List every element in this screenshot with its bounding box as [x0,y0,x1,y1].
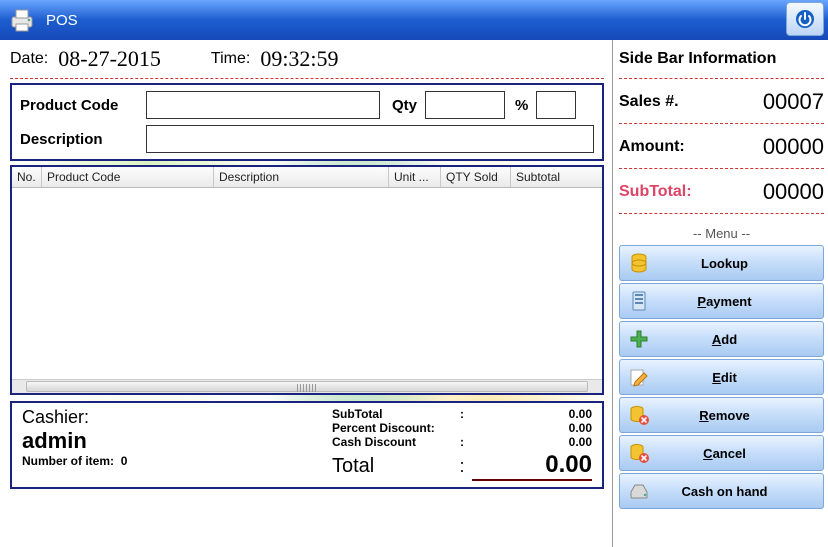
cash-discount-value: 0.00 [472,435,592,449]
server-icon [626,290,652,312]
database-icon [626,252,652,274]
qty-label: Qty [392,97,417,114]
cashier-label: Cashier: [22,407,332,428]
menu-heading: -- Menu -- [619,226,824,241]
add-label: Add [652,332,823,347]
printer-icon [8,7,36,33]
product-entry-box: Product Code Qty % Description [10,83,604,161]
grid-hscrollbar[interactable] [12,379,602,393]
power-button[interactable] [786,2,824,36]
total-label: Total [332,455,452,478]
edit-label: Edit [652,370,823,385]
amount-label: Amount: [619,138,685,156]
db-delete-icon [626,404,652,426]
window-title: POS [46,12,78,29]
titlebar: POS [0,0,828,40]
payment-button[interactable]: Payment [619,283,824,319]
remove-button[interactable]: Remove [619,397,824,433]
lookup-label: Lookup [652,256,823,271]
percent-label: % [515,97,528,114]
datetime-row: Date: 08-27-2015 Time: 09:32:59 [10,46,604,72]
cashier-name: admin [22,428,332,454]
description-input[interactable] [146,125,594,153]
num-items-label: Number of item: [22,454,114,468]
lookup-button[interactable]: Lookup [619,245,824,281]
col-unit[interactable]: Unit ... [389,167,441,187]
num-items-value: 0 [121,454,128,468]
sidebar: Side Bar Information Sales #. 00007 Amou… [612,40,828,547]
plus-icon [626,329,652,349]
salesno-label: Sales #. [619,93,679,111]
grid-header: No. Product Code Description Unit ... QT… [12,167,602,188]
sb-subtotal-label: SubTotal: [619,183,692,201]
subtotal-value: 0.00 [472,407,592,421]
payment-label: Payment [652,294,823,309]
main-area: Date: 08-27-2015 Time: 09:32:59 Product … [0,40,612,547]
grid-body[interactable] [12,188,602,379]
add-button[interactable]: Add [619,321,824,357]
product-code-label: Product Code [20,97,138,114]
cancel-label: Cancel [652,446,823,461]
qty-input[interactable] [425,91,505,119]
date-value: 08-27-2015 [58,46,161,72]
drive-icon [626,482,652,500]
divider [10,78,604,79]
time-value: 09:32:59 [260,46,338,72]
edit-icon [626,367,652,387]
edit-button[interactable]: Edit [619,359,824,395]
amount-value: 00000 [763,134,824,160]
percent-discount-label: Percent Discount: [332,421,452,435]
col-qty-sold[interactable]: QTY Sold [441,167,511,187]
percent-input[interactable] [536,91,576,119]
col-product-code[interactable]: Product Code [42,167,214,187]
date-label: Date: [10,50,48,68]
cash-label: Cash on hand [652,484,823,499]
col-subtotal[interactable]: Subtotal [511,167,602,187]
remove-label: Remove [652,408,823,423]
time-label: Time: [211,50,250,68]
salesno-value: 00007 [763,89,824,115]
cancel-button[interactable]: Cancel [619,435,824,471]
num-items: Number of item: 0 [22,454,332,468]
cash-on-hand-button[interactable]: Cash on hand [619,473,824,509]
summary-box: Cashier: admin Number of item: 0 SubTota… [10,401,604,489]
db-cancel-icon [626,442,652,464]
total-value: 0.00 [472,451,592,481]
percent-discount-value: 0.00 [472,421,592,435]
subtotal-label: SubTotal [332,407,452,421]
description-label: Description [20,131,138,148]
product-code-input[interactable] [146,91,380,119]
cash-discount-label: Cash Discount [332,435,452,449]
col-no[interactable]: No. [12,167,42,187]
sb-subtotal-value: 00000 [763,179,824,205]
sidebar-title: Side Bar Information [619,50,824,68]
col-description[interactable]: Description [214,167,389,187]
items-grid: No. Product Code Description Unit ... QT… [10,165,604,395]
